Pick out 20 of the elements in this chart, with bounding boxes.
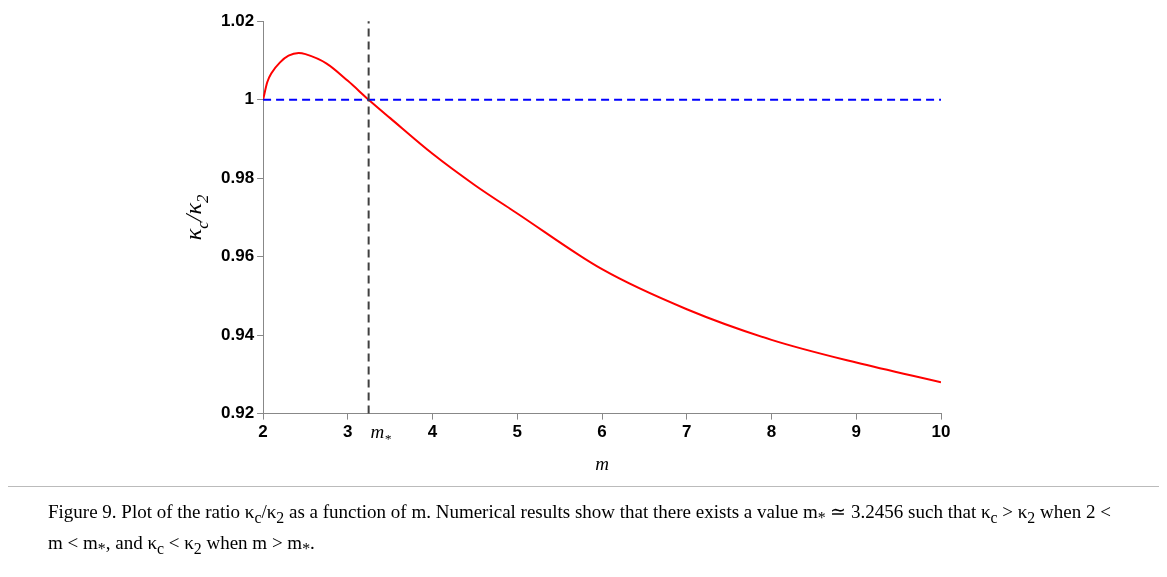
text: Figure 9. Plot of the ratio κ$_{c}$/κ$_{2}$ as a function of m. Numerical results show that there exists a value m$_{*}$ ≃ 3.2456 such that κ$_{c}$ > κ$_{2}$ when 2 < m < m$_{*}$, and κ$_{c}$ < κ$_{2}$ when m > m$_{*}$. [48, 501, 1111, 557]
y-tick-label: 0.94 [220, 324, 255, 344]
y-tick-label: 0.92 [220, 403, 255, 423]
ref-line-label: m* [370, 420, 392, 447]
x-tick-label: 8 [766, 422, 777, 442]
x-tick-label: 9 [851, 422, 861, 442]
x-tick-label: 4 [427, 422, 438, 442]
y-tick-label: 1.02 [220, 10, 255, 30]
x-tick-label: 2 [258, 422, 268, 442]
x-axis-title: m [595, 452, 609, 474]
x-tick-label: 7 [682, 422, 692, 442]
x-tick-label: 10 [931, 422, 951, 442]
y-tick-label: 0.96 [220, 246, 255, 266]
y-tick-label: 0.98 [220, 167, 255, 187]
x-tick-label: 5 [512, 422, 523, 442]
x-tick-label: 3 [343, 422, 353, 442]
line-series [263, 51, 941, 384]
y-axis-title: κc/κ2 [180, 194, 213, 241]
x-tick-label: 6 [597, 422, 607, 442]
y-tick-label: 1 [244, 89, 255, 109]
